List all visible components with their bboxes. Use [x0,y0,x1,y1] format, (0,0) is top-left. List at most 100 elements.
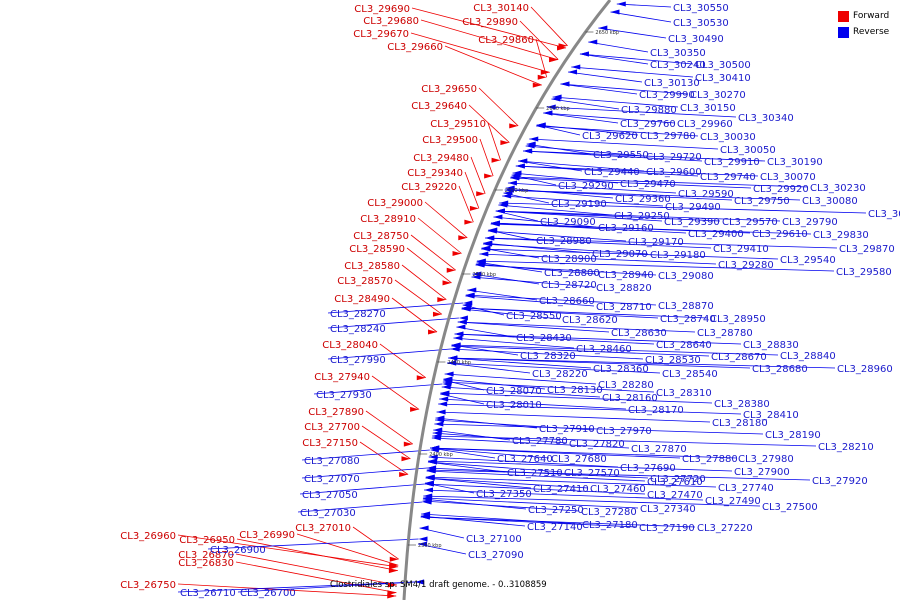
reverse-gene-label: CL3_28170 [628,405,684,416]
reverse-gene-arrow [448,355,458,361]
forward-gene-arrow [401,456,411,462]
forward-gene-leader-line [519,20,559,60]
forward-gene-label: CL3_29000 [367,198,423,209]
reverse-gene-leader-line [451,344,519,356]
reverse-gene-arrow [493,214,503,220]
reverse-gene-arrow [436,409,446,415]
forward-gene-label: CL3_26830 [178,558,234,569]
reverse-gene-arrow [424,481,434,487]
reverse-gene-label: CL3_30270 [690,90,746,101]
reverse-gene-label: CL3_29170 [628,237,684,248]
reverse-gene-arrow [571,64,581,70]
reverse-gene-leader-line [436,411,711,423]
reverse-gene-leader-line [475,264,657,276]
forward-gene-leader-line [235,561,397,594]
forward-gene-leader-line [365,410,414,445]
reverse-gene-label: CL3_28620 [562,315,618,326]
reverse-gene-arrow [525,143,535,149]
reverse-gene-arrow [471,274,481,280]
reverse-gene-leader-line [579,53,694,65]
reverse-gene-leader-line [525,145,645,157]
reverse-gene-arrow [479,251,489,257]
forward-gene-label: CL3_28590 [349,244,405,255]
forward-gene-label: CL3_29510 [430,119,486,130]
reverse-gene-leader-line [433,429,511,441]
forward-gene-label: CL3_27700 [304,422,360,433]
reverse-gene-leader-line [442,381,655,393]
reverse-gene-label: CL3_30490 [668,34,724,45]
reverse-gene-arrow [419,525,429,531]
forward-gene-leader-line [379,343,426,379]
reverse-gene-leader-line [427,461,506,473]
reverse-gene-label: CL3_30530 [673,18,729,29]
reverse-gene-arrow [523,148,533,154]
kbp-tick-label: 2600 kbp [546,106,570,112]
reverse-gene-label: CL3_30230 [810,183,866,194]
reverse-gene-leader-line [481,248,779,260]
reverse-gene-leader-line [439,398,627,410]
reverse-gene-leader-line [428,460,733,472]
reverse-gene-label: CL3_29920 [753,184,809,195]
reverse-gene-leader-line [177,581,416,593]
forward-gene-label: CL3_27150 [302,438,358,449]
forward-gene-leader-line [235,553,397,586]
reverse-gene-leader-line [428,456,619,468]
reverse-gene-label: CL3_29870 [839,244,895,255]
reverse-gene-arrow [552,94,562,100]
reverse-gene-label: CL3_27880 [682,454,738,465]
forward-gene-label: CL3_29690 [354,4,410,15]
reverse-gene-arrow [441,384,451,390]
reverse-gene-label: CL3_27820 [569,439,625,450]
reverse-gene-leader-line [327,348,451,360]
reverse-gene-leader-line [426,469,811,481]
forward-gene-label: CL3_26990 [239,530,295,541]
forward-gene-leader-line [424,201,468,239]
reverse-gene-label: CL3_30350 [650,48,706,59]
reverse-gene-label: CL3_29780 [640,131,696,142]
reverse-gene-label: CL3_27070 [304,474,360,485]
reverse-gene-leader-line [510,177,752,189]
legend-label-reverse: Reverse [853,27,890,37]
reverse-gene-label: CL3_27510 [507,468,563,479]
forward-swatch [838,10,849,22]
reverse-gene-label: CL3_29160 [598,223,654,234]
reverse-gene-label: CL3_27720 [650,474,706,485]
forward-gene-arrow [458,235,468,241]
legend: Forward Reverse [838,8,889,40]
reverse-gene-leader-line [515,165,699,177]
reverse-gene-arrow [579,51,589,57]
reverse-gene-label: CL3_27410 [533,484,589,495]
forward-gene-label: CL3_27940 [314,372,370,383]
reverse-gene-arrow [495,208,505,214]
reverse-gene-label: CL3_30150 [680,103,736,114]
reverse-gene-leader-line [465,294,657,306]
forward-gene-leader-line [479,138,494,177]
reverse-gene-label: CL3_30500 [695,60,751,71]
reverse-gene-label: CL3_28870 [658,301,714,312]
reverse-gene-label: CL3_27250 [528,505,584,516]
reverse-gene-label: CL3_29090 [540,217,596,228]
reverse-gene-label: CL3_29080 [658,271,714,282]
reverse-gene-label: CL3_29620 [582,131,638,142]
reverse-gene-leader-line [495,210,781,222]
reverse-gene-label: CL3_29550 [593,150,649,161]
reverse-gene-label: CL3_28070 [486,386,542,397]
gene-arrows [387,1,626,599]
reverse-gene-leader-line [423,489,704,501]
reverse-gene-label: CL3_30130 [644,78,700,89]
forward-gene-arrow [428,329,438,335]
reverse-gene-leader-line [237,581,416,593]
forward-gene-arrow [484,173,494,179]
reverse-gene-leader-line [543,112,619,124]
reverse-gene-leader-line [483,242,591,254]
reverse-gene-leader-line [451,344,779,356]
reverse-gene-leader-line [457,321,696,333]
forward-gene-leader-line [177,583,397,597]
reverse-gene-leader-line [444,373,597,385]
reverse-gene-label: CL3_30410 [695,73,751,84]
reverse-gene-leader-line [475,263,597,275]
reverse-gene-label: CL3_29600 [646,167,702,178]
reverse-gene-leader-line [456,326,515,338]
reverse-gene-label: CL3_28840 [780,351,836,362]
forward-gene-arrow [387,593,397,599]
